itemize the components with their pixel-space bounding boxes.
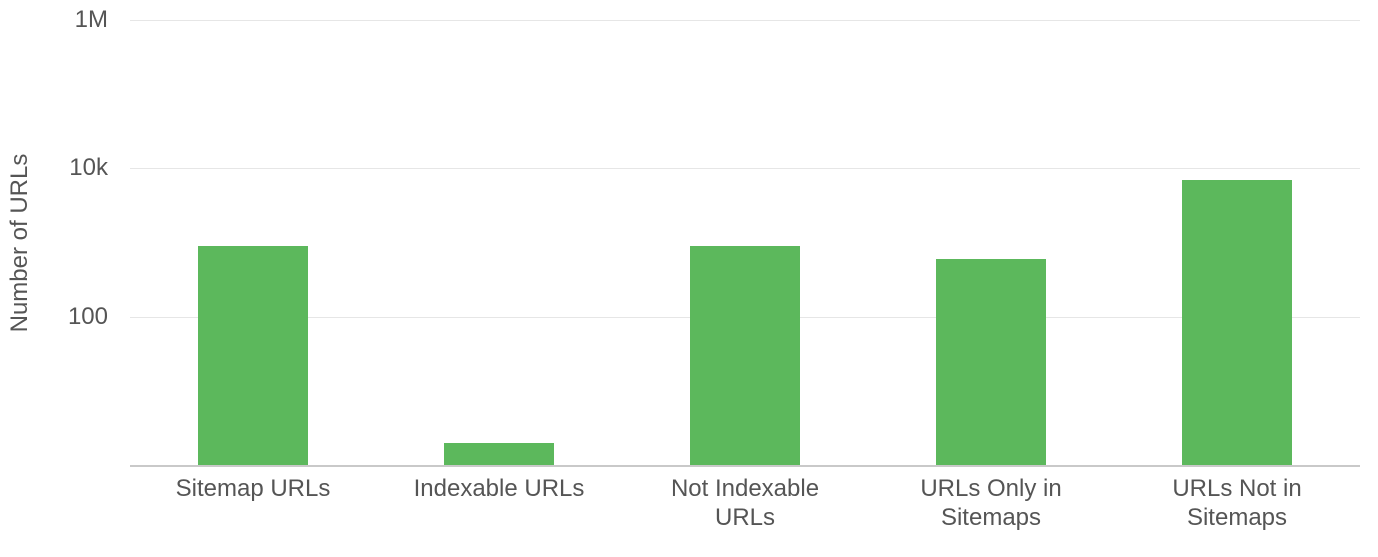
x-axis-label-line: URLs Only in bbox=[868, 475, 1114, 504]
y-tick-label: 1M bbox=[0, 6, 108, 34]
x-axis-label-line: Indexable URLs bbox=[376, 475, 622, 504]
x-axis-labels: Sitemap URLsIndexable URLsNot IndexableU… bbox=[130, 475, 1360, 557]
bar bbox=[444, 443, 555, 465]
bar bbox=[690, 246, 801, 465]
bar bbox=[1182, 180, 1293, 465]
x-axis-label: Sitemap URLs bbox=[130, 475, 376, 504]
plot-area bbox=[130, 20, 1360, 465]
y-tick-label: 10k bbox=[0, 154, 108, 182]
bar bbox=[936, 259, 1047, 465]
bar bbox=[198, 246, 309, 465]
x-axis-label: Not IndexableURLs bbox=[622, 475, 868, 533]
x-axis-baseline bbox=[130, 465, 1360, 467]
x-axis-label-line: Sitemaps bbox=[1114, 504, 1360, 533]
x-axis-label: URLs Not inSitemaps bbox=[1114, 475, 1360, 533]
x-axis-label: Indexable URLs bbox=[376, 475, 622, 504]
x-axis-label-line: Sitemap URLs bbox=[130, 475, 376, 504]
gridline bbox=[130, 20, 1360, 21]
x-axis-label-line: Not Indexable bbox=[622, 475, 868, 504]
x-axis-label-line: URLs Not in bbox=[1114, 475, 1360, 504]
x-axis-label-line: URLs bbox=[622, 504, 868, 533]
url-count-bar-chart: Number of URLs Sitemap URLsIndexable URL… bbox=[0, 0, 1378, 557]
x-axis-label-line: Sitemaps bbox=[868, 504, 1114, 533]
x-axis-label: URLs Only inSitemaps bbox=[868, 475, 1114, 533]
gridline bbox=[130, 168, 1360, 169]
y-tick-label: 100 bbox=[0, 303, 108, 331]
